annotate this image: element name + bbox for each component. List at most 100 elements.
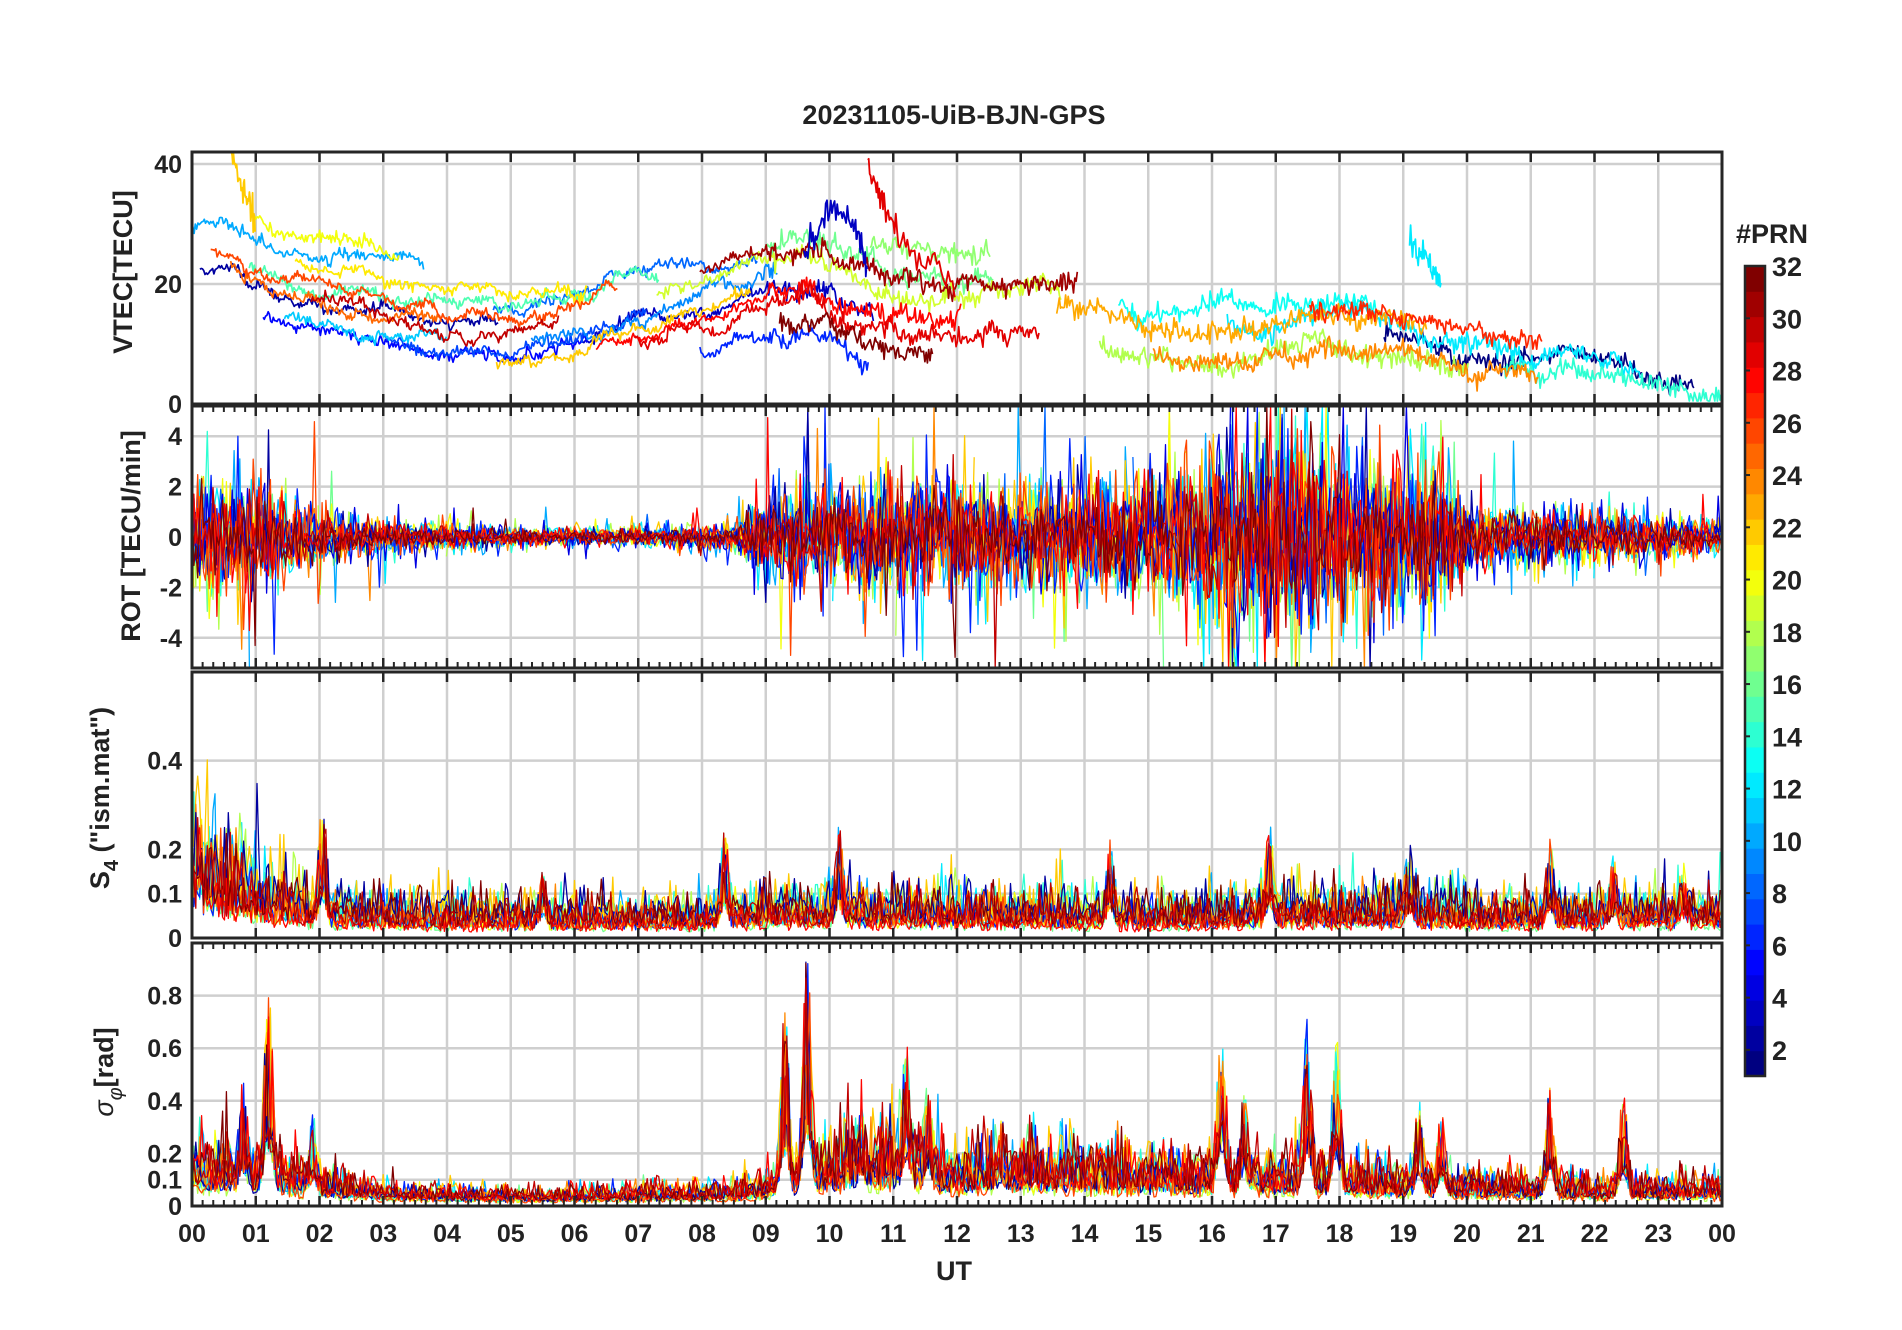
y-tick-label: 0 xyxy=(168,1193,182,1221)
x-axis-label: UT xyxy=(936,1256,972,1286)
y-tick-label: 0 xyxy=(168,524,182,552)
x-tick-label: 16 xyxy=(1198,1220,1226,1248)
x-tick-label: 00 xyxy=(178,1220,206,1248)
colorbar-segment xyxy=(1745,924,1765,950)
s4-series-line xyxy=(192,816,1721,930)
y-tick-label: 0.2 xyxy=(147,836,182,864)
colorbar-frame xyxy=(1743,264,1767,1078)
vtec-series-line xyxy=(699,324,870,376)
y-tick-label: 0.4 xyxy=(147,1088,182,1116)
panel-rot: ROT [TECU/min] -4 -2 0 2 4 xyxy=(116,404,1724,670)
colorbar-segment xyxy=(1745,822,1765,849)
x-tick-label: 22 xyxy=(1581,1220,1609,1248)
s4-ylabel-sub: 4 xyxy=(101,859,123,871)
colorbar-segment xyxy=(1745,620,1765,647)
x-tick-label: 10 xyxy=(816,1220,844,1248)
s4-series-group xyxy=(192,759,1721,933)
x-tick-label: 20 xyxy=(1453,1220,1481,1248)
colorbar-segment xyxy=(1745,392,1765,419)
vtec-series-line xyxy=(1308,300,1543,351)
x-tick-label: 18 xyxy=(1326,1220,1354,1248)
colorbar-segment xyxy=(1745,645,1765,672)
vtec-prn-line xyxy=(867,157,956,298)
colorbar-segment xyxy=(1745,696,1765,723)
x-tick-label: 17 xyxy=(1262,1220,1290,1248)
rot-series-line xyxy=(192,406,1721,658)
vtec-series-line xyxy=(283,311,448,347)
colorbar-tick-label: 8 xyxy=(1772,879,1787,909)
colorbar-segment xyxy=(1745,797,1765,824)
colorbar-tick-label: 6 xyxy=(1772,931,1787,961)
colorbar-tick-label: 28 xyxy=(1772,357,1802,387)
y-tick-label: 4 xyxy=(168,423,182,451)
x-tick-label: 14 xyxy=(1071,1220,1099,1248)
colorbar-tick-label: 20 xyxy=(1772,566,1802,596)
vtec-series-line xyxy=(1503,355,1722,402)
y-tick-label: 0 xyxy=(168,391,182,419)
s4-series-line xyxy=(192,812,1721,928)
colorbar-segment xyxy=(1745,898,1765,925)
colorbar-segment xyxy=(1745,1050,1765,1077)
y-tick-label: 0.6 xyxy=(147,1035,182,1063)
vtec-series-line xyxy=(1118,287,1377,332)
sigma-ylabel-rest: [rad] xyxy=(89,1027,119,1087)
colorbar-segment xyxy=(1745,569,1765,596)
s4-ylabel-rest: ("ism.mat") xyxy=(85,707,115,860)
vtec-series-line xyxy=(634,279,1040,351)
chart-title: 20231105-UiB-BJN-GPS xyxy=(802,100,1105,130)
vtec-series-line xyxy=(250,213,400,261)
colorbar-segment xyxy=(1745,595,1765,621)
panel-s4: S4 ("ism.mat") 0 0.1 0.2 0.4 xyxy=(85,670,1724,953)
vtec-ylabel: VTEC[TECU] xyxy=(108,190,138,354)
x-tick-label: 00 xyxy=(1708,1220,1736,1248)
x-tick-label: 02 xyxy=(306,1220,334,1248)
colorbar-segment xyxy=(1745,772,1765,799)
colorbar-segment xyxy=(1745,848,1765,874)
vtec-series-line xyxy=(294,258,588,305)
colorbar-segment xyxy=(1745,443,1765,469)
vtec-series-group xyxy=(192,152,1722,402)
colorbar-tick-label: 14 xyxy=(1772,722,1802,752)
x-tick-label: 19 xyxy=(1389,1220,1417,1248)
colorbar-segment xyxy=(1745,721,1765,748)
x-tick-label: 08 xyxy=(688,1220,716,1248)
x-tick-label: 04 xyxy=(433,1220,461,1248)
vtec-series-line xyxy=(192,216,425,270)
colorbar-segment xyxy=(1745,746,1765,773)
vtec-series-line xyxy=(530,261,778,345)
colorbar-tick-label: 2 xyxy=(1772,1036,1787,1066)
colorbar-segment xyxy=(1745,266,1765,292)
vtec-series-line xyxy=(492,255,758,318)
colorbar-segment xyxy=(1745,291,1765,318)
colorbar-segment xyxy=(1745,367,1765,394)
colorbar-segment xyxy=(1745,544,1765,571)
colorbar-tick-label: 30 xyxy=(1772,304,1802,334)
vtec-series-line xyxy=(595,276,962,351)
vtec-prn-line xyxy=(229,152,256,234)
y-tick-label: 0 xyxy=(168,925,182,953)
rot-ylabel: ROT [TECU/min] xyxy=(116,430,146,641)
vtec-series-line xyxy=(1152,335,1539,392)
vtec-series-line xyxy=(699,236,1079,303)
vtec-series-line xyxy=(310,289,560,348)
vtec-series-line xyxy=(869,235,991,267)
colorbar-title: #PRN xyxy=(1736,219,1808,249)
y-tick-label: 20 xyxy=(154,271,182,299)
colorbar-segment xyxy=(1745,316,1765,343)
colorbar-segment xyxy=(1745,949,1765,976)
colorbar-segment xyxy=(1745,468,1765,495)
sigma-ylabel-main: σ xyxy=(89,1099,119,1117)
y-tick-label: 0.1 xyxy=(147,1167,182,1195)
colorbar-tick-label: 10 xyxy=(1772,827,1802,857)
colorbar-segment xyxy=(1745,1025,1765,1052)
x-tick-label: 09 xyxy=(752,1220,780,1248)
y-tick-label: -4 xyxy=(160,625,182,653)
colorbar-segment xyxy=(1745,493,1765,520)
vtec-series-line xyxy=(764,228,994,295)
colorbar-tick-label: 16 xyxy=(1772,670,1802,700)
sigma-ylabel-sub: φ xyxy=(105,1087,127,1100)
colorbar-segment xyxy=(1745,873,1765,900)
colorbar-segment xyxy=(1745,671,1765,697)
vtec-series-line xyxy=(199,262,499,333)
